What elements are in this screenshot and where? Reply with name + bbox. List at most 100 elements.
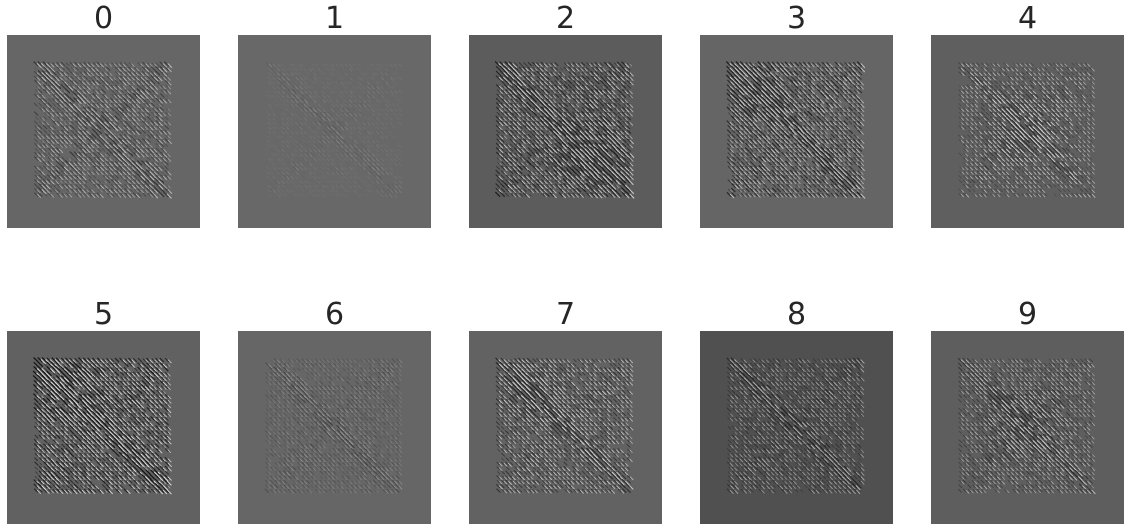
weight-stroke-dark <box>56 116 61 121</box>
weight-stroke-dark <box>607 119 613 126</box>
weight-stroke-dark <box>618 188 622 192</box>
weight-stroke-dark <box>305 85 310 89</box>
weight-stroke-dark <box>621 61 627 67</box>
weight-stroke-dark <box>164 134 169 139</box>
weight-stroke-light <box>562 99 566 103</box>
weight-stroke-light <box>91 99 95 103</box>
weight-stroke-light <box>59 193 63 198</box>
weight-stroke-dark <box>848 79 853 85</box>
weight-stroke-light <box>118 90 122 95</box>
weight-stroke-light <box>552 175 557 181</box>
weight-stroke-light <box>734 72 739 78</box>
weight-stroke-dark <box>150 191 156 197</box>
weight-stroke-light <box>521 113 525 117</box>
weight-stroke-dark <box>572 97 578 103</box>
weight-stroke-dark <box>576 97 582 103</box>
weight-stroke-dark <box>536 66 541 71</box>
weight-stroke-dark <box>51 88 57 94</box>
weight-stroke-dark <box>553 146 559 153</box>
weight-stroke-light <box>389 117 394 121</box>
weight-stroke-dark <box>33 165 39 170</box>
weight-stroke-dark <box>319 80 323 84</box>
weight-stroke-light <box>82 148 87 154</box>
weight-stroke-dark <box>496 157 500 161</box>
weight-stroke-dark <box>735 97 741 103</box>
weight-stroke-light <box>330 108 335 113</box>
weight-stroke-dark <box>603 61 609 67</box>
weight-stroke-dark <box>341 147 346 152</box>
weight-stroke-light <box>127 76 131 81</box>
weight-stroke-dark <box>785 75 790 80</box>
weight-stroke-light <box>385 153 389 157</box>
weight-stroke-dark <box>540 183 546 188</box>
weight-stroke-dark <box>337 165 342 170</box>
weight-stroke-light <box>122 126 126 130</box>
weight-stroke-dark <box>590 80 595 85</box>
weight-stroke-dark <box>540 119 546 126</box>
weight-stroke-light <box>508 103 512 108</box>
weight-stroke-light <box>144 162 150 168</box>
weight-stroke-dark <box>600 85 604 89</box>
weight-stroke-dark <box>540 88 546 94</box>
weight-stroke-light <box>167 135 171 139</box>
weight-stroke-light <box>153 126 158 131</box>
weight-stroke-dark <box>324 94 328 98</box>
weight-stroke-light <box>295 94 300 99</box>
weight-stroke-light <box>571 157 576 163</box>
weight-stroke-dark <box>137 178 142 184</box>
weight-stroke-dark <box>540 133 546 139</box>
weight-stroke-light <box>41 68 45 72</box>
weight-stroke-dark <box>301 179 306 184</box>
weight-stroke-light <box>77 162 82 167</box>
weight-stroke-light <box>354 63 357 67</box>
weight-stroke-light <box>825 99 828 103</box>
weight-stroke-dark <box>114 93 120 98</box>
weight-stroke-dark <box>585 75 590 80</box>
weight-stroke-dark <box>47 84 53 89</box>
weight-stroke-dark <box>857 80 862 85</box>
weight-stroke-dark <box>744 83 750 90</box>
weight-stroke-light <box>579 130 585 136</box>
weight-stroke-dark <box>337 147 342 152</box>
weight-stroke-light <box>64 90 67 94</box>
weight-stroke-dark <box>270 139 274 143</box>
weight-stroke-light <box>607 112 612 118</box>
weight-stroke-light <box>512 162 517 167</box>
weight-stroke-light <box>55 158 59 162</box>
weight-stroke-dark <box>82 133 88 139</box>
weight-stroke-light <box>783 108 789 114</box>
weight-stroke-dark <box>599 111 604 116</box>
weight-stroke-light <box>375 189 379 193</box>
weight-stroke-dark <box>278 89 283 94</box>
weight-stroke-light <box>82 108 86 112</box>
weight-stroke-dark <box>495 102 501 107</box>
weight-stroke-light <box>299 122 304 126</box>
weight-stroke-light <box>286 95 290 99</box>
weight-stroke-dark <box>378 89 382 94</box>
weight-stroke-dark <box>504 106 510 112</box>
weight-stroke-dark <box>757 75 763 80</box>
weight-stroke-light <box>136 81 140 86</box>
weight-stroke-dark <box>495 151 501 157</box>
weight-stroke-light <box>64 122 67 125</box>
weight-stroke-dark <box>150 133 155 139</box>
weight-stroke-dark <box>132 147 138 152</box>
weight-stroke-dark <box>532 147 537 152</box>
weight-stroke-dark <box>835 66 840 71</box>
weight-stroke-dark <box>373 134 378 139</box>
weight-stroke-light <box>761 108 765 112</box>
weight-stroke-light <box>45 108 50 113</box>
weight-stroke-dark <box>590 93 596 98</box>
weight-stroke-light <box>299 90 304 95</box>
weight-stroke-dark <box>92 192 97 197</box>
weight-stroke-light <box>507 112 512 118</box>
weight-stroke-dark <box>776 79 782 85</box>
weight-stroke-dark <box>56 156 61 161</box>
weight-stroke-dark <box>603 119 609 126</box>
weight-stroke-dark <box>360 76 364 80</box>
weight-stroke-dark <box>52 165 57 170</box>
weight-stroke-light <box>77 85 82 90</box>
weight-stroke-dark <box>34 89 39 94</box>
weight-stroke-light <box>824 81 829 86</box>
weight-stroke-dark <box>132 138 138 143</box>
